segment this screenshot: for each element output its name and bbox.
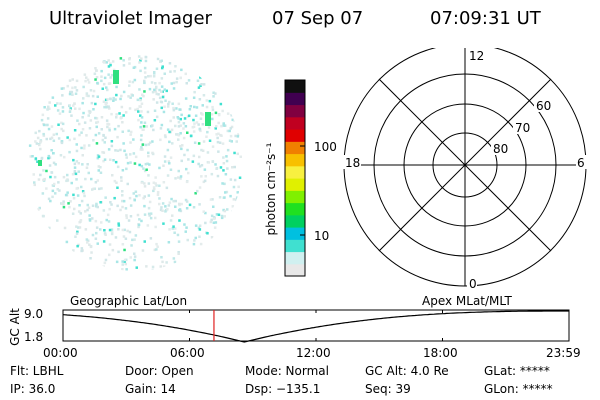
colorbar-band: [285, 202, 305, 216]
mlt-label-18: 18: [345, 156, 360, 170]
seq-info: Seq: 39: [365, 382, 411, 396]
y-tick-1-8: 1.8: [24, 330, 44, 344]
altitude-curve: [62, 310, 569, 343]
colorbar-band: [285, 104, 305, 118]
colorbar-band: [285, 153, 305, 167]
polar-diagonal-2: [378, 78, 552, 252]
colorbar-band: [285, 165, 305, 179]
lat-label-60: 60: [536, 99, 551, 113]
apex-title: Apex MLat/MLT: [422, 294, 512, 308]
glon-info: GLon: *****: [484, 382, 553, 396]
ip-info: IP: 36.0: [10, 382, 56, 396]
instrument-title: Ultraviolet Imager: [49, 8, 212, 29]
bright-spot: [38, 160, 42, 166]
colorbar-band: [285, 190, 305, 204]
colorbar-tick-100: 100: [314, 140, 337, 154]
colorbar-band: [285, 92, 305, 106]
mode-info: Mode: Normal: [245, 364, 329, 378]
colorbar-unit-label: photon cm⁻²s⁻¹: [264, 142, 278, 236]
colorbar-band: [285, 251, 305, 265]
uv-image: [27, 55, 243, 271]
bright-spot: [113, 70, 119, 84]
polar-plot: 12 0 18 6 60 70 80: [343, 48, 587, 291]
x-tick-2359: 23:59: [546, 346, 581, 360]
mlt-label-0: 0: [469, 277, 477, 291]
gc-alt-info: GC Alt: 4.0 Re: [365, 364, 449, 378]
colorbar-band: [285, 263, 305, 277]
colorbar-band: [285, 116, 305, 130]
x-tick-0600: 06:00: [170, 346, 205, 360]
glat-info: GLat: *****: [484, 364, 550, 378]
colorbar-tick-10: 10: [314, 229, 330, 243]
dsp-info: Dsp: −135.1: [245, 382, 321, 396]
colorbar-band: [285, 129, 305, 142]
mlt-label-6: 6: [577, 156, 585, 170]
x-tick-0000: 00:00: [43, 346, 78, 360]
x-tick-1200: 12:00: [296, 346, 331, 360]
lat-label-80: 80: [493, 142, 508, 156]
filter-info: Flt: LBHL: [10, 364, 64, 378]
x-tick-1800: 18:00: [423, 346, 458, 360]
mlt-label-12: 12: [469, 49, 484, 63]
colorbar-band: [285, 141, 305, 155]
colorbar-band: [285, 239, 305, 253]
lat-label-70: 70: [515, 121, 530, 135]
bright-spot: [205, 112, 211, 126]
gc-alt-axis-label: GC Alt: [8, 308, 22, 346]
colorbar-band: [285, 227, 305, 240]
altitude-plot: [62, 309, 570, 343]
y-tick-9: 9.0: [24, 307, 44, 321]
geographic-title: Geographic Lat/Lon: [70, 294, 188, 308]
gain-info: Gain: 14: [125, 382, 176, 396]
time-label: 07:09:31 UT: [430, 8, 541, 29]
colorbar-band: [285, 80, 305, 93]
colorbar-band: [285, 178, 305, 191]
door-info: Door: Open: [125, 364, 194, 378]
date-label: 07 Sep 07: [272, 8, 364, 29]
colorbar-band: [285, 214, 305, 228]
colorbar: [284, 79, 306, 277]
